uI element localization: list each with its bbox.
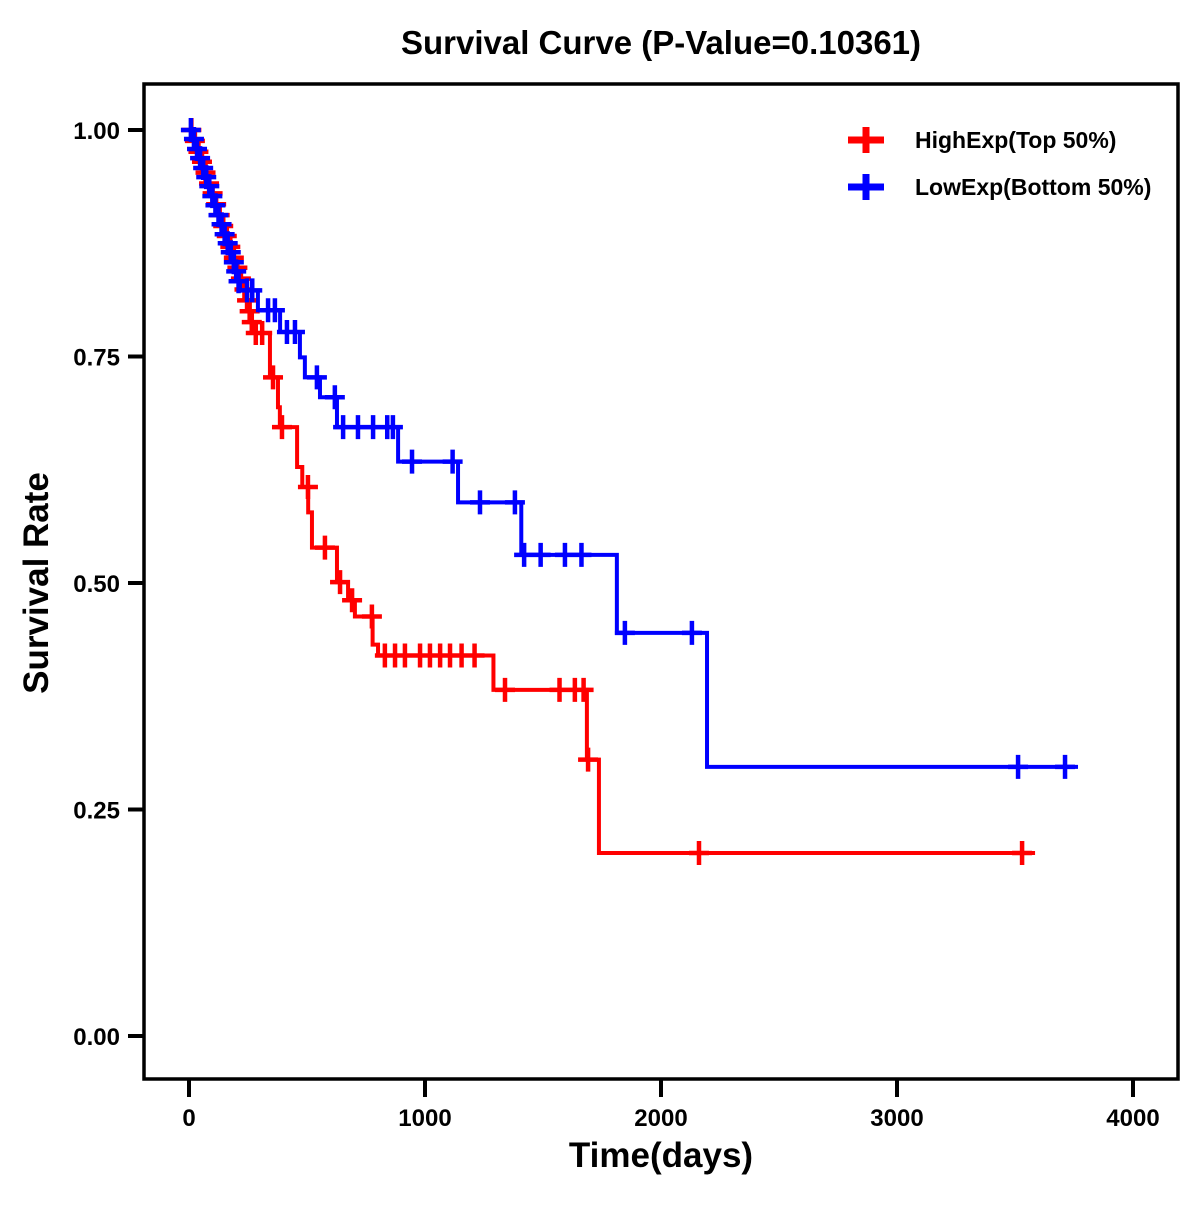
chart-title: Survival Curve (P-Value=0.10361) <box>401 24 921 61</box>
legend-marker-highexp-icon <box>848 127 884 153</box>
curve-lowexp <box>189 128 1079 769</box>
censor-marks-lowexp <box>180 118 1076 779</box>
x-tick-label-2000: 2000 <box>634 1105 687 1132</box>
legend-marker-lowexp-icon <box>848 174 884 200</box>
x-tick-label-3000: 3000 <box>870 1105 923 1132</box>
legend-label-highexp: HighExp(Top 50%) <box>915 127 1116 153</box>
censor-marks-highexp <box>181 118 1033 865</box>
legend-label-lowexp: LowExp(Bottom 50%) <box>915 174 1151 200</box>
x-tick-label-4000: 4000 <box>1106 1105 1159 1132</box>
y-tick-label-1.00: 1.00 <box>73 118 120 145</box>
y-axis-ticks <box>128 128 144 1038</box>
y-tick-label-0.00: 0.00 <box>73 1024 120 1051</box>
y-tick-label-0.25: 0.25 <box>73 798 120 825</box>
legend: HighExp(Top 50%) LowExp(Bottom 50%) <box>848 127 1151 200</box>
x-tick-label-0: 0 <box>182 1105 195 1132</box>
x-tick-label-1000: 1000 <box>398 1105 451 1132</box>
y-tick-label-0.50: 0.50 <box>73 571 120 598</box>
curve-highexp <box>189 128 1036 855</box>
survival-curves-group <box>180 118 1079 865</box>
y-axis-title: Survival Rate <box>17 472 56 694</box>
x-axis-title: Time(days) <box>569 1136 753 1175</box>
y-tick-label-0.75: 0.75 <box>73 345 120 372</box>
plot-border <box>142 82 1180 1081</box>
x-axis-ticks <box>187 1079 1135 1097</box>
